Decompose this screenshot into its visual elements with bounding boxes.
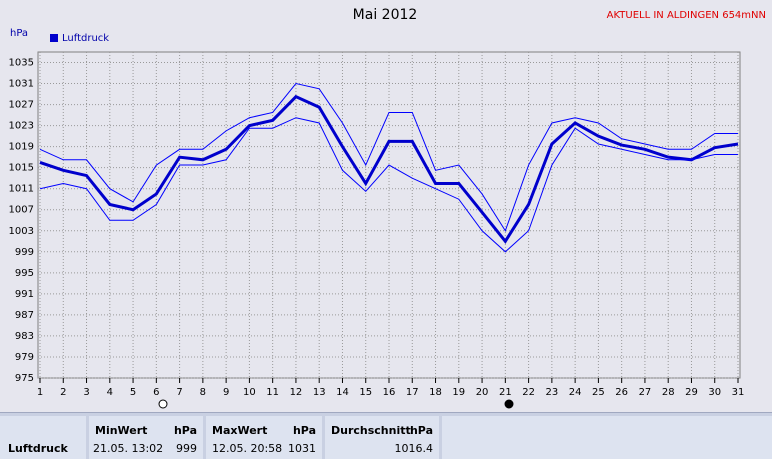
y-tick-label: 975	[15, 373, 34, 384]
x-tick-label: 27	[639, 387, 652, 398]
x-tick-label: 18	[429, 387, 442, 398]
y-tick-label: 987	[15, 310, 34, 321]
x-tick-label: 23	[545, 387, 558, 398]
x-tick-label: 28	[662, 387, 675, 398]
x-tick-label: 11	[266, 387, 279, 398]
header: Durchschnitt	[331, 424, 411, 437]
x-tick-label: 25	[592, 387, 605, 398]
annotation: AKTUELL IN ALDINGEN 654mNN	[607, 10, 766, 21]
line	[39, 82, 738, 232]
y-tick-label: 995	[15, 268, 34, 279]
x-tick-label: 8	[200, 387, 206, 398]
cell-text: 12.05. 20:58	[212, 442, 283, 455]
moon-icon	[158, 399, 168, 409]
cell: Luftdruck	[0, 416, 86, 459]
x-tick-label: 14	[336, 387, 349, 398]
cell: MaxWert hPa 12.05. 20:58 1031	[206, 416, 322, 459]
chart-title: Mai 2012	[353, 7, 418, 23]
x-tick-label: 6	[153, 387, 159, 398]
header: hPa	[173, 424, 197, 437]
cell: MinWert hPa 21.05. 13:02 999	[89, 416, 203, 459]
y-tick-label: 1019	[9, 142, 34, 153]
x-tick-label: 5	[130, 387, 136, 398]
x-tick-label: 29	[685, 387, 698, 398]
x-tick-label: 19	[452, 387, 465, 398]
x-tick-label: 2	[60, 387, 66, 398]
x-tick-label: 31	[732, 387, 745, 398]
row-label: Luftdruck	[8, 442, 68, 455]
x-tick-label: 9	[223, 387, 229, 398]
legend-swatch	[50, 34, 58, 42]
header: hPa	[409, 424, 433, 437]
x-tick-label: 15	[359, 387, 372, 398]
y-tick-label: 1027	[9, 100, 34, 111]
x-tick-label: 22	[522, 387, 535, 398]
moon-icon	[504, 399, 514, 409]
y-tick-label: 979	[15, 352, 34, 363]
cell-text: 1031	[288, 442, 316, 455]
y-tick-label: 983	[15, 331, 34, 342]
x-tick-label: 1	[37, 387, 43, 398]
y-tick-label: 1031	[9, 79, 34, 90]
legend-label: Luftdruck	[62, 33, 109, 44]
y-tick-label: 1003	[9, 226, 34, 237]
x-tick-label: 21	[499, 387, 512, 398]
y-tick-label: 991	[15, 289, 34, 300]
y-tick-label: 1023	[9, 121, 34, 132]
line	[39, 117, 738, 253]
x-tick-label: 16	[383, 387, 396, 398]
x-tick-label: 30	[708, 387, 721, 398]
x-tick-label: 10	[243, 387, 256, 398]
y-tick-label: 1035	[9, 58, 34, 69]
x-tick-label: 24	[569, 387, 582, 398]
cell	[442, 416, 772, 459]
x-tick-label: 17	[406, 387, 419, 398]
x-tick-label: 20	[476, 387, 489, 398]
y-tick-label: 999	[15, 247, 34, 258]
x-tick-label: 3	[83, 387, 89, 398]
x-tick-label: 26	[615, 387, 628, 398]
line	[39, 94, 739, 244]
table: Luftdruck MinWert hPa 21.05. 13:02 999 M…	[0, 412, 772, 459]
x-tick-label: 12	[290, 387, 303, 398]
y-axis-label: hPa	[10, 28, 28, 39]
y-tick-label: 1007	[9, 205, 34, 216]
header: hPa	[292, 424, 316, 437]
header: MinWert	[95, 424, 148, 437]
cell-text: 1016.4	[394, 442, 434, 455]
y-tick-label: 1011	[9, 184, 34, 195]
x-tick-label: 13	[313, 387, 326, 398]
cell-text: 21.05. 13:02	[93, 442, 164, 455]
y-tick-label: 1015	[9, 163, 34, 174]
cell: Durchschnitt hPa 1016.4	[325, 416, 439, 459]
x-tick-label: 4	[107, 387, 113, 398]
chart: Mai 2012 AKTUELL IN ALDINGEN 654mNN hPa …	[9, 7, 766, 409]
header: MaxWert	[212, 424, 268, 437]
cell-text: 999	[176, 442, 197, 455]
x-tick-label: 7	[176, 387, 182, 398]
